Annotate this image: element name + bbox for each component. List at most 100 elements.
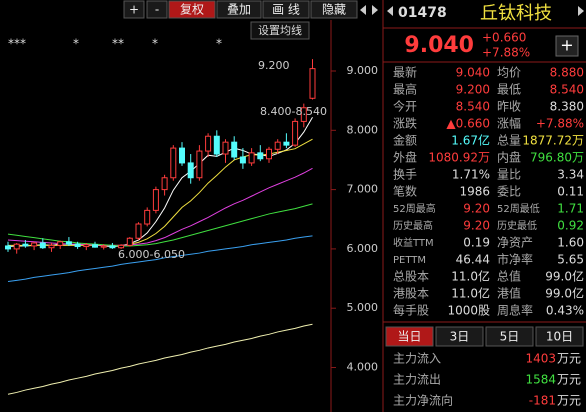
row-label: 港股本 <box>393 287 429 301</box>
tab[interactable] <box>485 326 534 347</box>
price-change-pct: +7.88% <box>482 46 530 60</box>
row-label: 52周最高 <box>393 202 436 215</box>
add-button[interactable] <box>555 35 579 57</box>
candle-body <box>144 209 151 225</box>
tab-label[interactable]: 当日 <box>397 330 421 344</box>
y-tick-label: 6.000 <box>347 242 379 255</box>
flow-value: 1584 <box>525 373 556 387</box>
next-arrow[interactable] <box>372 5 378 15</box>
row-value: 9.200 <box>456 83 490 97</box>
row-label: 每手股 <box>393 303 429 318</box>
candle-body <box>74 243 81 248</box>
row-label: 总股本 <box>393 270 429 284</box>
candle-body <box>196 150 203 179</box>
flow-value: 1403 <box>525 352 556 366</box>
toolbar-label[interactable]: 叠加 <box>227 3 251 17</box>
row-value: 5.65 <box>557 253 584 267</box>
flow-label: 主力流出 <box>393 373 441 387</box>
candle-body <box>92 244 98 248</box>
candle-body <box>22 243 29 247</box>
tab-label[interactable]: 3日 <box>450 330 470 344</box>
candle-body <box>239 156 246 164</box>
row-label: 换手 <box>393 168 417 182</box>
candle-body <box>161 177 168 191</box>
candle-body <box>248 152 255 164</box>
candle-body <box>118 244 125 249</box>
prev-stock[interactable] <box>387 6 393 16</box>
row-label: 总量 <box>497 134 521 148</box>
row-value: 9.20 <box>463 219 490 233</box>
row-value: 99.0亿 <box>545 269 584 284</box>
tab-label[interactable]: 10日 <box>546 330 573 344</box>
y-tick-label: 5.000 <box>347 301 379 314</box>
row-label: 昨收 <box>497 100 521 114</box>
stock-code: 01478 <box>398 5 447 21</box>
candle-body <box>5 245 11 250</box>
row-value: 0.92 <box>557 219 584 233</box>
row-label: 最高 <box>393 82 417 97</box>
marker: * <box>152 37 158 51</box>
row-label: 涨幅 <box>497 116 521 131</box>
candle-body <box>266 148 272 160</box>
row-label: 金额 <box>393 133 417 148</box>
prev-arrow[interactable] <box>360 5 366 15</box>
last-price: 9.040 <box>404 33 474 58</box>
annotation: 8.400-8.540 <box>260 105 327 118</box>
candle-body <box>48 244 55 249</box>
candle-body <box>170 147 177 179</box>
tab[interactable] <box>535 326 584 347</box>
row-value: 0.19 <box>463 236 490 250</box>
candle-body <box>31 242 38 247</box>
toolbar-button[interactable] <box>123 0 145 19</box>
row-label: 周息率 <box>497 303 533 318</box>
toolbar-button[interactable] <box>262 0 310 19</box>
flow-value: -181 <box>529 394 556 408</box>
ma-line <box>7 167 313 246</box>
toolbar-button[interactable] <box>310 0 358 19</box>
toolbar-label[interactable]: + <box>129 3 139 17</box>
candle-body <box>222 141 229 155</box>
candle-body <box>126 237 133 246</box>
candle-body <box>283 141 290 146</box>
row-value: 99.0亿 <box>545 286 584 301</box>
candle-body <box>39 242 46 249</box>
toolbar-label[interactable]: 画 线 <box>272 3 300 17</box>
toolbar-label[interactable]: - <box>155 3 159 17</box>
row-label: 今开 <box>393 99 417 114</box>
ma-button[interactable]: 设置均线 <box>258 23 302 37</box>
row-label: 均价 <box>497 66 521 80</box>
next-stock[interactable] <box>578 6 584 16</box>
flow-label: 主力流入 <box>393 352 441 366</box>
toolbar-label[interactable]: 隐藏 <box>322 3 346 17</box>
price-change: +0.660 <box>482 31 526 45</box>
add-icon[interactable]: + <box>560 36 573 55</box>
marker: * <box>73 37 79 51</box>
candle-body <box>274 141 281 150</box>
row-value: 1.67亿 <box>451 133 490 148</box>
candle-body <box>257 152 264 160</box>
ma-button-box[interactable] <box>250 21 310 40</box>
toolbar-button[interactable] <box>216 0 262 19</box>
toolbar-button[interactable] <box>146 0 168 19</box>
row-label: 52周最低 <box>497 202 540 215</box>
toolbar-button[interactable] <box>168 0 216 19</box>
row-label: 净资产 <box>497 236 533 250</box>
candle-body <box>292 120 299 146</box>
toolbar-label[interactable]: 复权 <box>180 3 204 17</box>
row-value: 11.0亿 <box>451 269 490 284</box>
row-value: 1.71 <box>557 202 584 216</box>
row-value: 0.43% <box>546 304 584 318</box>
row-value: ▲0.660 <box>446 117 490 131</box>
tab[interactable] <box>385 326 434 347</box>
annotation: 6.000-6.050 <box>118 248 185 261</box>
y-tick-label: 9.000 <box>347 64 379 77</box>
row-label: 笔数 <box>393 184 417 199</box>
tab[interactable] <box>435 326 484 347</box>
row-value: 1.71% <box>452 168 490 182</box>
tab-label[interactable]: 5日 <box>500 330 520 344</box>
candle-body <box>152 189 159 211</box>
candle-body <box>65 241 72 245</box>
ma-line <box>7 235 313 283</box>
row-value: 796.80万 <box>530 151 584 165</box>
